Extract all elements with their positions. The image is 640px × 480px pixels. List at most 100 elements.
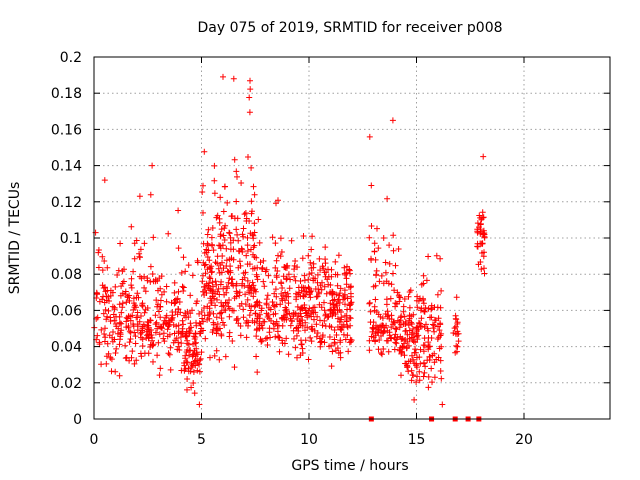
data-point	[240, 270, 247, 277]
data-point	[101, 331, 108, 337]
data-point	[206, 264, 213, 271]
data-point	[175, 207, 182, 214]
data-point	[337, 290, 343, 297]
data-point	[344, 332, 351, 339]
data-point	[368, 333, 375, 340]
data-point	[136, 193, 143, 200]
data-point	[121, 266, 127, 273]
data-point	[275, 197, 281, 204]
data-point	[200, 209, 206, 216]
data-point	[250, 244, 257, 251]
data-point	[438, 375, 445, 382]
data-point	[226, 229, 233, 236]
data-point	[366, 133, 373, 140]
data-point	[436, 345, 443, 352]
data-point	[221, 291, 228, 298]
data-point	[111, 336, 118, 343]
data-point	[258, 307, 265, 314]
data-point	[371, 303, 378, 310]
data-point-extreme	[368, 182, 375, 189]
data-point	[421, 308, 428, 315]
data-point	[420, 272, 427, 279]
data-point	[250, 183, 257, 190]
data-point	[269, 279, 276, 286]
data-point	[452, 323, 459, 330]
data-point	[213, 325, 220, 332]
data-point	[117, 240, 124, 247]
data-point	[112, 350, 119, 356]
data-point	[414, 373, 421, 380]
data-point	[254, 264, 261, 271]
data-point	[398, 336, 405, 343]
data-point	[187, 320, 194, 327]
data-point	[405, 368, 412, 375]
data-point	[388, 281, 395, 288]
data-point	[338, 309, 344, 315]
data-point	[321, 283, 328, 290]
data-point	[139, 343, 146, 349]
data-point	[107, 287, 114, 294]
data-point	[150, 234, 157, 241]
data-point	[318, 286, 325, 293]
data-point	[380, 235, 387, 241]
data-point	[115, 267, 122, 274]
data-point	[126, 339, 133, 346]
data-point	[171, 300, 178, 307]
data-point	[182, 268, 189, 275]
data-point	[263, 296, 270, 303]
data-point	[208, 297, 215, 304]
data-point	[481, 270, 488, 277]
data-point	[163, 312, 170, 319]
data-point	[251, 220, 258, 227]
y-tick-label: 0.02	[51, 376, 82, 392]
data-point	[314, 313, 321, 320]
data-point	[279, 297, 286, 304]
data-point	[310, 277, 317, 284]
data-point	[132, 333, 139, 340]
data-point	[141, 284, 148, 291]
data-point	[250, 293, 257, 300]
data-point	[206, 305, 213, 312]
data-point	[396, 298, 403, 305]
data-point	[324, 314, 331, 321]
data-point	[107, 354, 114, 361]
data-point	[252, 310, 259, 317]
data-point	[256, 239, 263, 246]
data-point	[222, 353, 229, 360]
data-point	[260, 278, 267, 285]
data-point	[186, 329, 192, 336]
data-point	[384, 327, 391, 334]
data-point	[270, 302, 277, 309]
data-point	[287, 276, 294, 283]
data-point	[273, 257, 280, 264]
data-point	[304, 324, 311, 331]
data-point	[326, 343, 333, 350]
data-point	[383, 301, 390, 308]
data-point	[253, 333, 260, 340]
data-point	[252, 286, 258, 293]
data-point	[344, 295, 351, 302]
data-point	[315, 286, 322, 293]
data-point	[135, 294, 142, 301]
data-point	[283, 306, 290, 313]
data-point	[369, 324, 376, 331]
data-point	[308, 325, 315, 332]
data-point	[388, 324, 395, 331]
data-point	[319, 322, 326, 329]
data-point	[147, 278, 154, 285]
data-point	[259, 266, 265, 272]
data-point	[221, 307, 228, 314]
data-point	[277, 301, 284, 308]
data-point	[305, 284, 312, 291]
data-point	[134, 290, 141, 297]
data-point	[260, 257, 267, 264]
data-point	[453, 316, 460, 323]
data-point	[252, 288, 259, 295]
data-point	[211, 352, 218, 359]
data-point	[243, 334, 250, 341]
data-point	[248, 164, 255, 171]
data-point	[347, 336, 354, 343]
data-point	[299, 305, 306, 312]
data-point	[481, 265, 487, 272]
data-point	[159, 325, 165, 332]
